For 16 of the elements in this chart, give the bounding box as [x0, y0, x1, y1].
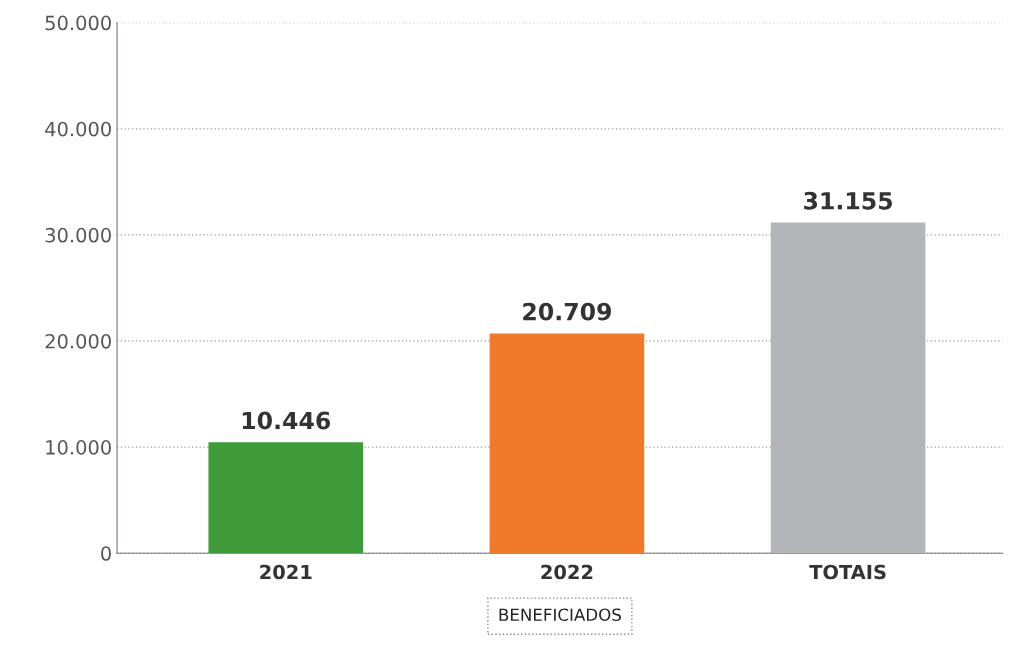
y-tick-label: 50.000 — [45, 15, 111, 31]
y-tick-label: 0 — [101, 546, 111, 561]
x-tick-label: 2022 — [541, 564, 593, 580]
x-axis-title: BENEFICIADOS — [499, 608, 621, 622]
data-label: 20.709 — [523, 302, 611, 321]
x-tick-label: TOTAIS — [809, 564, 886, 580]
data-label: 31.155 — [804, 191, 892, 210]
y-tick-label: 20.000 — [45, 333, 111, 349]
y-tick-label: 40.000 — [45, 121, 111, 137]
bar — [489, 333, 645, 554]
x-tick-label: 2021 — [260, 564, 312, 580]
y-tick-label: 30.000 — [45, 227, 111, 243]
bar — [208, 442, 364, 554]
data-label: 10.446 — [242, 411, 331, 430]
bar — [770, 222, 926, 554]
y-tick-label: 10.000 — [46, 440, 111, 455]
